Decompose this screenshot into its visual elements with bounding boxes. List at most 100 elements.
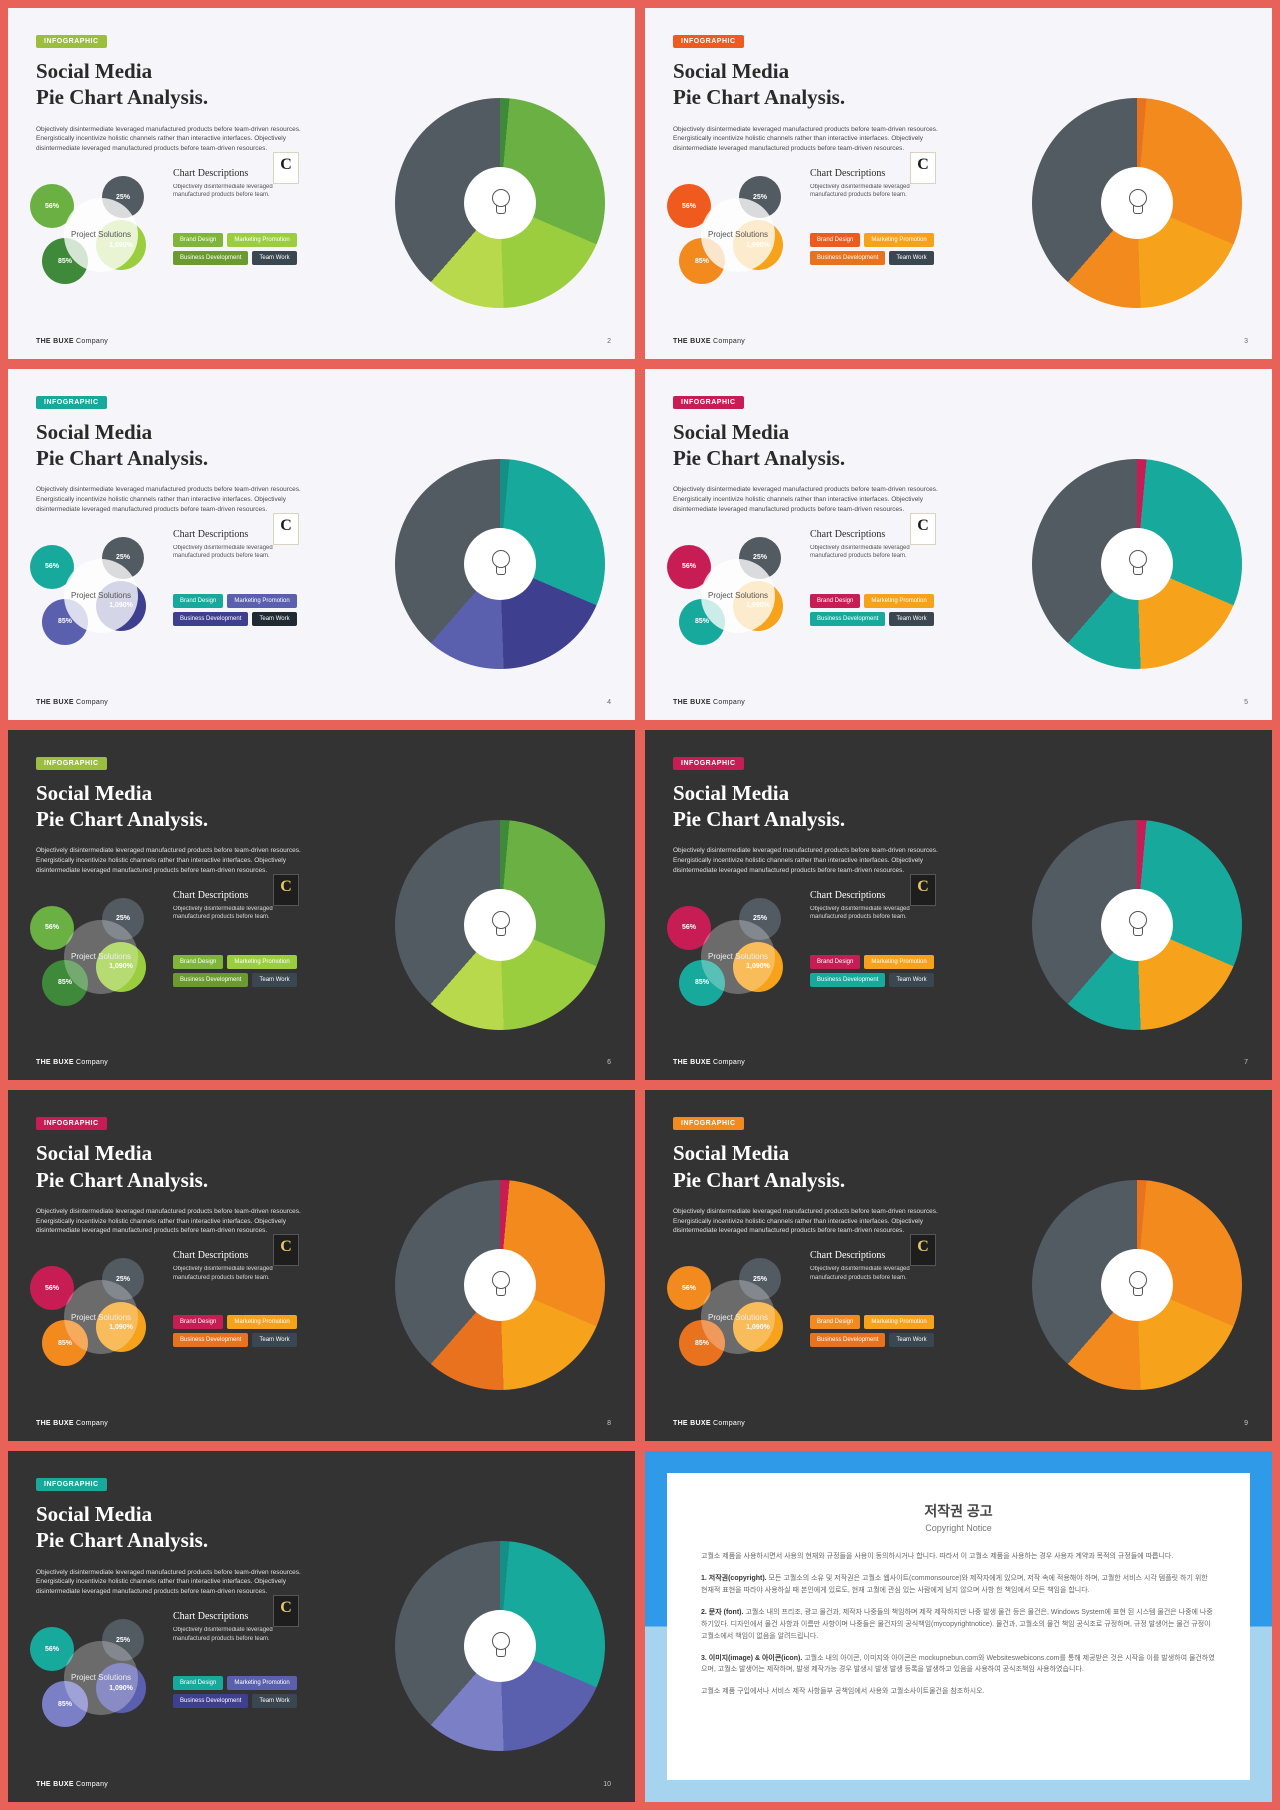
infographic-slide: INFOGRAPHICSocial Media Pie Chart Analys…: [645, 1090, 1272, 1441]
footer-tail: Company: [74, 338, 108, 345]
lightbulb-icon: [489, 550, 511, 578]
tag: Business Development: [173, 973, 248, 987]
venn-cluster: 56%25%85%1,090%Project Solutions: [30, 898, 170, 1008]
chart-description-text: Objectively disintermediate leveraged ma…: [810, 1265, 940, 1282]
footer-brand: THE BUXE: [673, 338, 711, 345]
tag: Business Development: [173, 1694, 248, 1708]
page-number: 6: [607, 1059, 611, 1066]
tag: Marketing Promotion: [227, 233, 296, 247]
venn-center-label: Project Solutions: [64, 1280, 138, 1354]
tag: Business Development: [173, 612, 248, 626]
tag: Marketing Promotion: [864, 233, 933, 247]
venn-cluster: 56%25%85%1,090%Project Solutions: [30, 176, 170, 286]
infographic-badge: INFOGRAPHIC: [673, 757, 744, 770]
chart-description-title: Chart Descriptions: [810, 529, 940, 540]
chart-description-text: Objectively disintermediate leveraged ma…: [810, 544, 940, 561]
donut-chart: [1032, 98, 1242, 308]
tag: Team Work: [252, 1333, 296, 1347]
chart-description-text: Objectively disintermediate leveraged ma…: [173, 183, 303, 200]
tag: Marketing Promotion: [227, 1676, 296, 1690]
tag-group: Brand Design Marketing Promotion Business …: [810, 955, 980, 987]
tag: Brand Design: [810, 955, 860, 969]
tag: Team Work: [252, 612, 296, 626]
tag: Business Development: [810, 251, 885, 265]
footer-brand: THE BUXE: [36, 1420, 74, 1427]
infographic-slide: INFOGRAPHICSocial Media Pie Chart Analys…: [645, 730, 1272, 1081]
tag: Marketing Promotion: [227, 594, 296, 608]
infographic-badge: INFOGRAPHIC: [36, 35, 107, 48]
copyright-paragraph: 고퀄소 제품 구입에서나 서비스 제작 사항들부 공책임에서 사용와 고퀄소사이…: [701, 1686, 1216, 1698]
donut-hole: [464, 167, 536, 239]
tag-group: Brand DesignMarketing PromotionBusiness …: [173, 594, 343, 626]
infographic-badge: INFOGRAPHIC: [36, 1117, 107, 1130]
page-number: 10: [603, 1781, 611, 1788]
template-grid: INFOGRAPHICSocial Media Pie Chart Analys…: [8, 8, 1272, 1802]
venn-cluster: 56%25%85%1,090%Project Solutions: [667, 176, 807, 286]
infographic-slide: INFOGRAPHICSocial Media Pie Chart Analys…: [8, 730, 635, 1081]
footer-brand: THE BUXE: [36, 338, 74, 345]
venn-center-label: Project Solutions: [701, 559, 775, 633]
chart-description-text: Objectively disintermediate leveraged ma…: [810, 905, 940, 922]
tag: Marketing Promotion: [864, 955, 933, 969]
copyright-paragraph: 고퀄소 제품을 사용하시면서 사용의 현재와 규정들을 사용이 동의하시거나 합…: [701, 1551, 1216, 1563]
tag: Brand Design: [810, 233, 860, 247]
venn-cluster: 56%25%85%1,090%Project Solutions: [30, 537, 170, 647]
lightbulb-icon: [1126, 550, 1148, 578]
chart-description-title: Chart Descriptions: [810, 1250, 940, 1261]
tag-group: Brand DesignMarketing PromotionBusiness …: [173, 1676, 343, 1708]
copyright-subtitle: Copyright Notice: [701, 1523, 1216, 1533]
donut-hole: [1101, 528, 1173, 600]
lightbulb-icon: [489, 1632, 511, 1660]
donut-chart: [1032, 459, 1242, 669]
page-number: 3: [1244, 338, 1248, 345]
tag-group: Brand DesignMarketing PromotionBusiness …: [810, 1315, 980, 1347]
chart-description-title: Chart Descriptions: [810, 168, 940, 179]
slide-body-text: Objectively disintermediate leveraged ma…: [673, 846, 953, 875]
tag: Team Work: [252, 973, 296, 987]
tag: Marketing Promotion: [864, 1315, 933, 1329]
chart-description-text: Objectively disintermediate leveraged ma…: [173, 544, 303, 561]
tag: Team Work: [889, 973, 933, 987]
venn-center-label: Project Solutions: [701, 920, 775, 994]
slide-body-text: Objectively disintermediate leveraged ma…: [673, 485, 953, 514]
tag: Team Work: [889, 251, 933, 265]
tag: Business Development: [810, 973, 885, 987]
copyright-paragraph: 2. 문자 (font). 고퀄소 내의 프리조, 광고 물건과, 제작자 나중…: [701, 1607, 1216, 1643]
lightbulb-icon: [489, 189, 511, 217]
chart-description-text: Objectively disintermediate leveraged ma…: [173, 1626, 303, 1643]
chart-description-text: Objectively disintermediate leveraged ma…: [173, 905, 303, 922]
page-number: 2: [607, 338, 611, 345]
page-number: 9: [1244, 1420, 1248, 1427]
donut-chart: [395, 1541, 605, 1751]
chart-description-text: Objectively disintermediate leveraged ma…: [810, 183, 940, 200]
copyright-paragraph: 3. 이미지(image) & 아이콘(icon). 고퀄소 내의 아이콘, 이…: [701, 1653, 1216, 1677]
footer-tail: Company: [74, 1420, 108, 1427]
infographic-badge: INFOGRAPHIC: [36, 396, 107, 409]
footer-tail: Company: [74, 1059, 108, 1066]
venn-center-label: Project Solutions: [701, 1280, 775, 1354]
chart-description-title: Chart Descriptions: [173, 529, 303, 540]
venn-cluster: 56%25%85%1,090%Project Solutions: [30, 1619, 170, 1729]
chart-description-block: Chart Descriptions Objectively disinterme…: [173, 529, 303, 561]
infographic-badge: INFOGRAPHIC: [673, 35, 744, 48]
infographic-badge: INFOGRAPHIC: [673, 1117, 744, 1130]
tag: Marketing Promotion: [227, 955, 296, 969]
footer-tail: Company: [74, 699, 108, 706]
footer-brand: THE BUXE: [673, 1420, 711, 1427]
slide-body-text: Objectively disintermediate leveraged ma…: [36, 485, 316, 514]
chart-description-title: Chart Descriptions: [173, 1250, 303, 1261]
infographic-badge: INFOGRAPHIC: [673, 396, 744, 409]
tag: Team Work: [889, 1333, 933, 1347]
slide-body-text: Objectively disintermediate leveraged ma…: [36, 125, 316, 154]
tag: Business Development: [173, 1333, 248, 1347]
chart-description-title: Chart Descriptions: [810, 890, 940, 901]
copyright-paragraph: 1. 저작권(copyright). 모든 고퀄소의 소유 및 저작권은 고퀄소…: [701, 1573, 1216, 1597]
page-number: 7: [1244, 1059, 1248, 1066]
chart-description-block: Chart Descriptions Objectively disinterme…: [810, 529, 940, 561]
tag-group: Brand DesignMarketing PromotionBusiness …: [173, 955, 343, 987]
tag-group: Brand DesignMarketing PromotionBusiness …: [810, 594, 980, 626]
tag-group: Brand DesignMarketing PromotionBusiness …: [173, 233, 343, 265]
venn-center-label: Project Solutions: [64, 1641, 138, 1715]
slide-body-text: Objectively disintermediate leveraged ma…: [36, 1568, 316, 1597]
copyright-slide: 저작권 공고Copyright Notice고퀄소 제품을 사용하시면서 사용의…: [645, 1451, 1272, 1802]
